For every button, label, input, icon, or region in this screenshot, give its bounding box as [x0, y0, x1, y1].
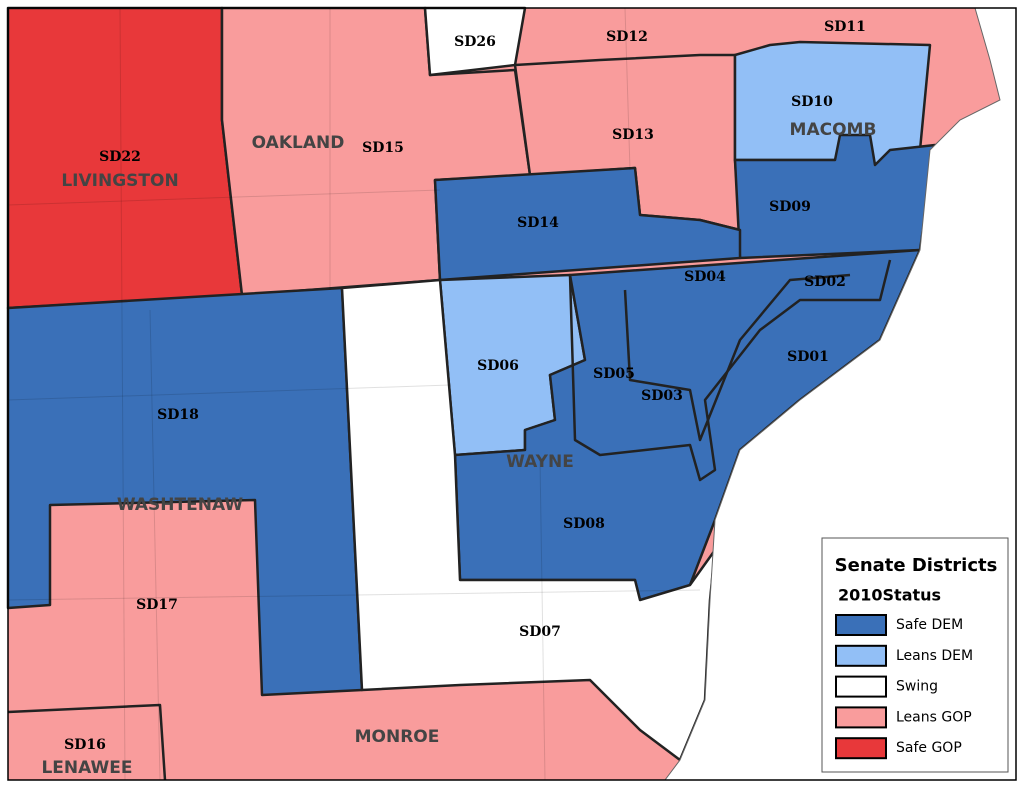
- county-label: MACOMB: [790, 120, 877, 140]
- district: [433, 166, 742, 282]
- district-border: [568, 259, 892, 482]
- grid-line: [624, 7, 631, 171]
- legend-label: Leans DEM: [896, 648, 973, 664]
- district-label: SD16: [64, 737, 106, 753]
- legend-label: Swing: [896, 679, 938, 695]
- district-label: SD05: [593, 366, 635, 382]
- district-label: SD18: [157, 407, 199, 423]
- grid-line: [149, 309, 161, 781]
- legend-swatch: [835, 675, 887, 698]
- county-label: WASHTENAW: [117, 495, 243, 515]
- township-grid: [7, 7, 701, 781]
- grid-line: [7, 589, 701, 601]
- legend-swatch: [835, 706, 887, 729]
- district-label: SD17: [136, 597, 178, 613]
- district-label: SD22: [99, 149, 141, 165]
- district-label: SD12: [606, 29, 648, 45]
- district-border: [7, 703, 167, 781]
- legend-label: Safe GOP: [896, 740, 962, 756]
- legend-label: Safe DEM: [896, 617, 963, 633]
- grid-line: [119, 7, 126, 781]
- district-border: [623, 273, 851, 442]
- county-label: LIVINGSTON: [61, 171, 178, 191]
- district-label: SD13: [612, 127, 654, 143]
- district-label: SD08: [563, 516, 605, 532]
- frame: [7, 7, 1017, 781]
- legend-swatch: [835, 614, 887, 636]
- county-label: OAKLAND: [252, 133, 345, 153]
- district-label: SD02: [804, 274, 846, 290]
- grid-line: [539, 459, 546, 781]
- district-label: SD10: [791, 94, 833, 110]
- district-label: SD11: [824, 19, 866, 35]
- district-label: SD03: [641, 388, 683, 404]
- district: [733, 133, 937, 260]
- district-label: SD15: [362, 140, 404, 156]
- county-label: LENAWEE: [41, 758, 132, 778]
- district-label: SD14: [517, 215, 559, 231]
- district-label: SD06: [477, 358, 519, 374]
- district-label: SD26: [454, 34, 496, 50]
- grid-line: [7, 384, 451, 401]
- county-label: MONROE: [355, 727, 440, 747]
- district-label: SD07: [519, 624, 561, 640]
- grid-line: [7, 189, 441, 206]
- legend-title: Senate Districts: [835, 555, 998, 576]
- legend-label: Leans GOP: [896, 709, 972, 725]
- legend: Senate Districts 2010Status Safe DEM Lean…: [821, 537, 1009, 773]
- legend-subtitle: 2010Status: [838, 586, 941, 605]
- county-label: WAYNE: [506, 452, 574, 472]
- district-label: SD04: [684, 269, 726, 285]
- district-label: SD09: [769, 199, 811, 215]
- district-label: SD01: [787, 349, 829, 365]
- legend-swatch: [835, 737, 887, 760]
- legend-swatch: [835, 644, 887, 667]
